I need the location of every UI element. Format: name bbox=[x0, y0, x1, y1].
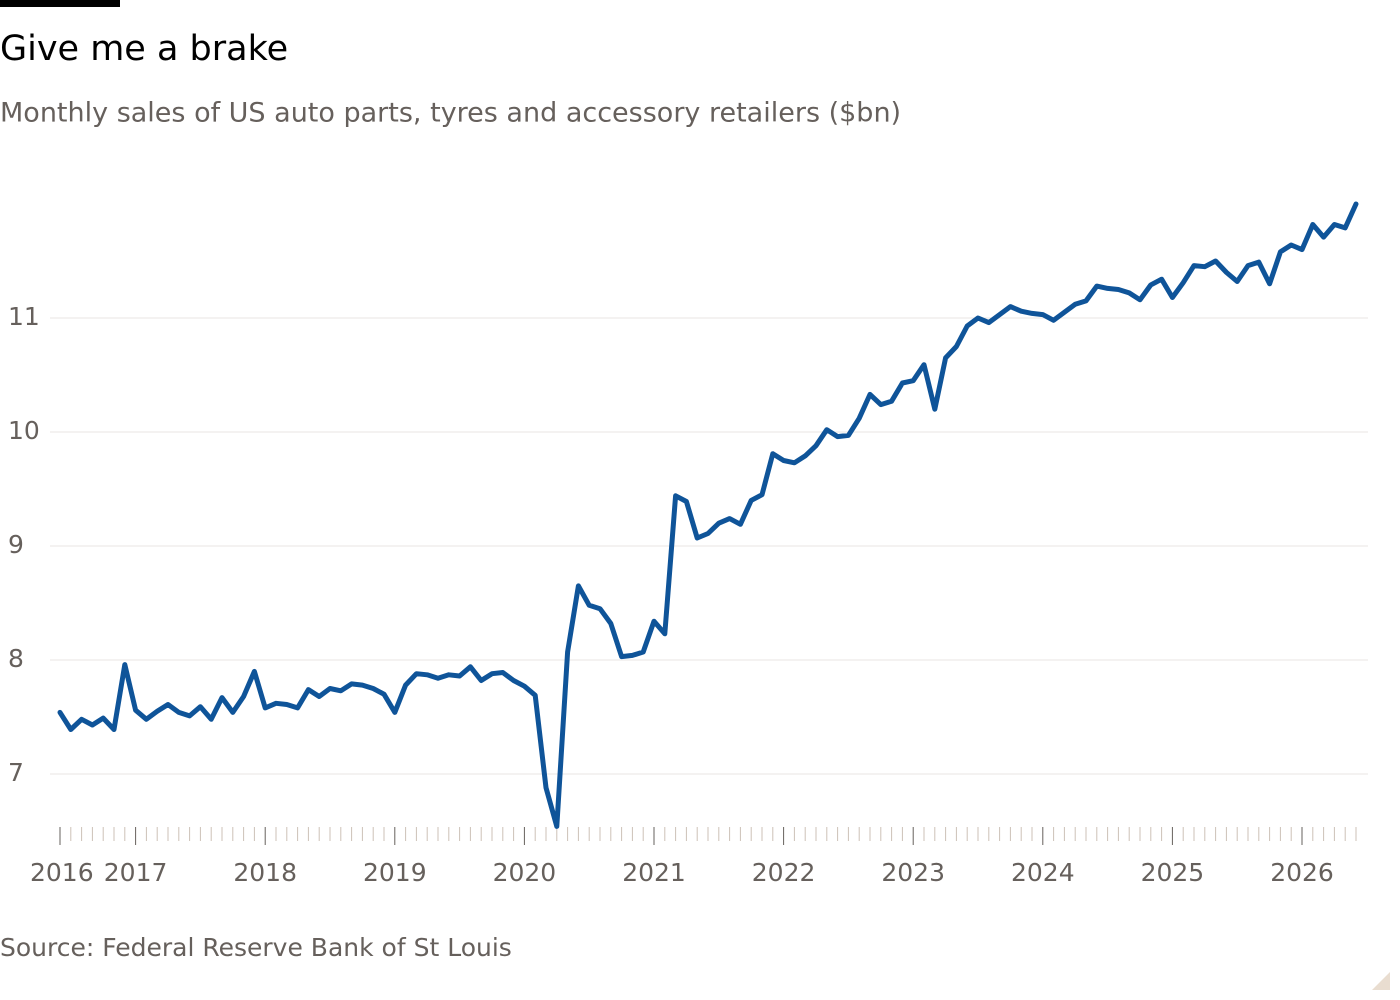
x-tick-label: 2021 bbox=[622, 858, 686, 887]
x-tick-label: 2016 bbox=[30, 858, 94, 887]
y-tick-label: 10 bbox=[8, 416, 40, 445]
x-tick-label: 2026 bbox=[1270, 858, 1334, 887]
x-tick-label: 2023 bbox=[881, 858, 945, 887]
source: Source: Federal Reserve Bank of St Louis bbox=[0, 933, 512, 962]
y-tick-label: 8 bbox=[8, 644, 24, 673]
y-tick-label: 7 bbox=[8, 758, 24, 787]
x-tick-label: 2018 bbox=[233, 858, 297, 887]
x-tick-label: 2025 bbox=[1141, 858, 1205, 887]
x-tick-label: 2022 bbox=[752, 858, 816, 887]
x-tick-label: 2020 bbox=[493, 858, 557, 887]
x-tick-label: 2024 bbox=[1011, 858, 1075, 887]
corner-mark bbox=[1372, 972, 1390, 990]
chart-subtitle: Monthly sales of US auto parts, tyres an… bbox=[0, 98, 901, 129]
x-tick-label: 2017 bbox=[104, 858, 168, 887]
x-tick-label: 2019 bbox=[363, 858, 427, 887]
line bbox=[57, 201, 1359, 829]
brand-bar bbox=[0, 0, 120, 7]
y-tick-label: 9 bbox=[8, 530, 24, 559]
chart-title: Give me a brake bbox=[0, 29, 288, 69]
y-tick-label: 11 bbox=[8, 302, 40, 331]
